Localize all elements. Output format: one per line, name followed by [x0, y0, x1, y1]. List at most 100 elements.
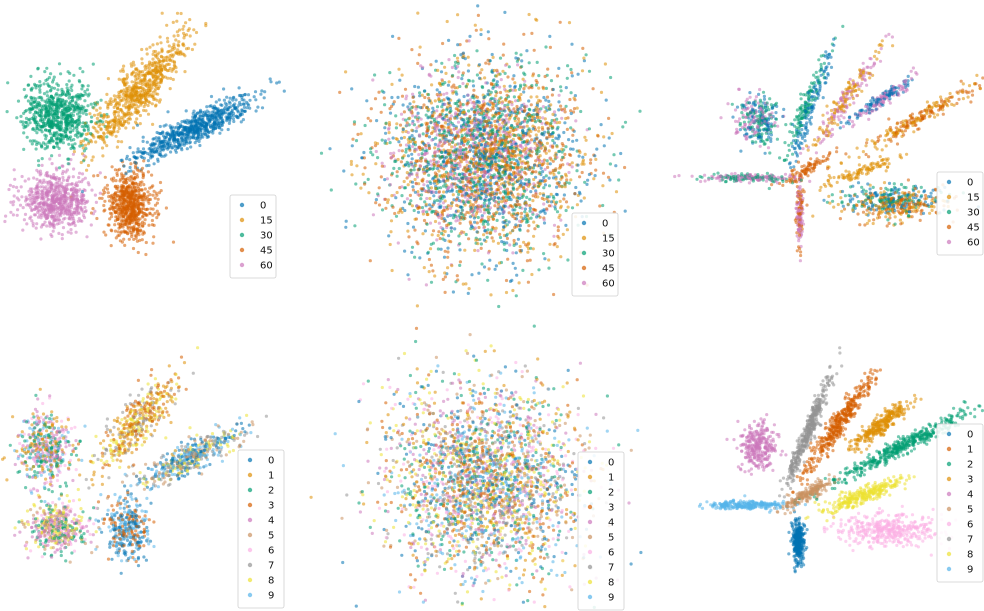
scatter-point-series-45	[154, 191, 158, 195]
scatter-point-series-60	[69, 212, 73, 216]
scatter-point-series-0	[170, 134, 174, 138]
scatter-point-series-15	[101, 122, 105, 126]
scatter-point-series-15	[547, 258, 551, 262]
scatter-point-series-45	[356, 132, 360, 136]
scatter-point-series-15	[86, 163, 91, 168]
scatter-point-series-30	[72, 138, 76, 142]
scatter-point-series-15	[111, 99, 115, 103]
scatter-point-series-30	[49, 95, 53, 99]
scatter-point-series-45	[102, 203, 106, 208]
scatter-point-series-15	[148, 83, 152, 87]
scatter-point-series-0	[171, 131, 175, 135]
scatter-point-series-15	[89, 138, 93, 142]
scatter-point-series-60	[30, 190, 34, 194]
scatter-point-series-15	[177, 44, 181, 48]
scatter-point-series-30	[59, 72, 63, 76]
scatter-point-series-45	[438, 236, 442, 241]
scatter-point-series-15	[159, 79, 164, 83]
scatter-point-series-45	[411, 95, 415, 99]
scatter-point-series-0	[527, 99, 531, 103]
scatter-point-series-30	[37, 141, 41, 145]
scatter-point-series-60	[45, 194, 49, 198]
scatter-point-series-30	[491, 79, 495, 83]
scatter-point-series-60	[39, 216, 43, 220]
scatter-point-series-45	[128, 196, 132, 200]
scatter-point-series-30	[638, 109, 642, 113]
scatter-point-series-0	[234, 107, 238, 111]
scatter-point-series-0	[586, 178, 590, 182]
scatter-point-series-30	[86, 128, 90, 132]
scatter-point-series-60	[521, 155, 525, 159]
scatter-point-series-15	[165, 36, 170, 40]
scatter-point-series-45	[141, 195, 145, 199]
scatter-point-series-0	[210, 117, 214, 122]
scatter-point-series-30	[45, 77, 50, 81]
scatter-point-series-30	[55, 110, 59, 114]
scatter-point-series-45	[133, 219, 137, 223]
scatter-point-series-15	[165, 55, 169, 59]
scatter-point-series-15	[129, 87, 133, 91]
scatter-point-series-30	[31, 105, 36, 109]
scatter-point-series-0	[152, 147, 156, 151]
scatter-point-series-45	[130, 193, 135, 197]
scatter-point-series-60	[40, 192, 44, 196]
scatter-point-series-0	[497, 146, 501, 150]
scatter-point-series-0	[152, 142, 156, 146]
scatter-point-series-0	[241, 118, 245, 122]
scatter-point-series-15	[161, 75, 165, 79]
scatter-point-series-30	[45, 90, 49, 94]
scatter-point-series-60	[41, 196, 45, 200]
scatter-point-series-30	[48, 99, 52, 103]
scatter-point-series-15	[148, 45, 152, 49]
scatter-point-series-0	[141, 135, 145, 139]
scatter-point-series-15	[548, 242, 552, 246]
scatter-point-series-30	[32, 118, 36, 122]
scatter-point-series-30	[37, 100, 41, 104]
scatter-point-series-15	[141, 94, 145, 98]
scatter-point-series-60	[91, 212, 95, 216]
scatter-point-series-0	[234, 98, 238, 102]
scatter-point-series-60	[30, 195, 34, 200]
scatter-point-series-0	[282, 89, 286, 93]
scatter-point-series-0	[260, 89, 264, 93]
scatter-point-series-15	[446, 266, 450, 270]
scatter-point-series-30	[24, 120, 28, 124]
scatter-point-series-30	[90, 115, 94, 119]
scatter-point-series-0	[387, 234, 391, 238]
scatter-point-series-45	[138, 188, 142, 192]
scatter-point-series-45	[408, 193, 412, 197]
scatter-point-series-15	[167, 44, 171, 48]
scatter-point-series-15	[117, 114, 121, 118]
scatter-point-series-60	[49, 203, 53, 207]
scatter-point-series-30	[78, 144, 82, 148]
scatter-point-series-30	[5, 110, 9, 114]
scatter-point-series-0	[155, 150, 159, 154]
scatter-point-series-60	[418, 164, 422, 168]
scatter-point-series-15	[112, 127, 116, 131]
scatter-point-series-15	[389, 219, 394, 223]
scatter-point-series-15	[603, 62, 608, 66]
scatter-point-series-30	[15, 116, 19, 120]
scatter-point-series-60	[72, 221, 76, 225]
scatter-point-series-60	[35, 177, 39, 181]
scatter-point-series-30	[41, 141, 46, 145]
scatter-point-series-45	[119, 177, 123, 181]
scatter-point-series-30	[464, 232, 468, 237]
scatter-point-series-60	[30, 219, 34, 223]
scatter-point-series-15	[121, 69, 125, 73]
scatter-point-series-30	[67, 142, 71, 146]
scatter-point-series-15	[172, 66, 176, 70]
scatter-point-series-30	[61, 141, 65, 145]
scatter-point-series-30	[52, 133, 56, 138]
scatter-point-series-0	[472, 216, 476, 220]
scatter-point-series-60	[411, 144, 415, 149]
scatter-point-series-30	[35, 104, 39, 109]
scatter-point-series-15	[125, 73, 129, 77]
scatter-point-series-0	[245, 100, 249, 104]
scatter-point-series-60	[60, 210, 64, 214]
scatter-point-series-30	[36, 159, 41, 163]
scatter-point-series-45	[398, 123, 403, 127]
scatter-point-series-30	[79, 134, 84, 138]
scatter-point-series-0	[230, 108, 234, 112]
scatter-point-series-0	[141, 151, 145, 155]
